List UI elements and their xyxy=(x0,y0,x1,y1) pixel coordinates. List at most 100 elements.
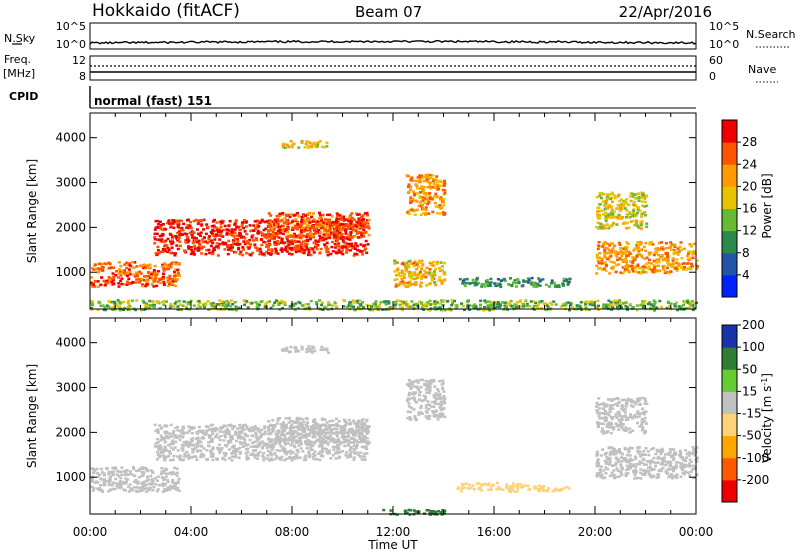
echo-cell xyxy=(378,306,382,310)
echo-cell xyxy=(292,232,296,236)
echo-cell xyxy=(177,489,181,493)
echo-cell xyxy=(132,486,136,489)
echo-cell xyxy=(329,457,333,460)
echo-cell xyxy=(161,482,165,485)
echo-cell xyxy=(605,246,609,250)
echo-cell xyxy=(519,483,523,486)
echo-cell xyxy=(204,302,208,305)
echo-cell xyxy=(90,276,94,279)
echo-cell xyxy=(197,220,201,223)
echo-cell xyxy=(172,482,176,485)
echo-cell xyxy=(173,435,177,439)
echo-cell xyxy=(195,237,198,240)
echo-cell xyxy=(671,263,675,267)
echo-cell xyxy=(294,425,298,428)
echo-cell xyxy=(365,447,369,451)
echo-cell xyxy=(335,244,339,248)
echo-cell xyxy=(414,391,417,394)
echo-cell xyxy=(279,445,283,448)
echo-cell xyxy=(415,184,419,188)
echo-cell xyxy=(103,284,107,287)
echo-cell xyxy=(553,489,556,492)
echo-cell xyxy=(349,303,353,306)
echo-cell xyxy=(169,451,172,455)
echo-cell xyxy=(189,427,193,431)
echo-cell xyxy=(205,223,209,226)
echo-cell xyxy=(627,203,631,207)
echo-cell xyxy=(126,263,130,266)
echo-cell xyxy=(438,306,442,309)
echo-cell xyxy=(308,431,312,435)
echo-cell xyxy=(204,240,208,243)
echo-cell xyxy=(265,243,269,247)
echo-cell xyxy=(153,232,157,236)
echo-cell xyxy=(439,408,443,412)
echo-cell xyxy=(238,440,242,444)
echo-cell xyxy=(603,205,607,208)
echo-cell xyxy=(243,218,246,222)
echo-cell xyxy=(174,262,178,266)
echo-cell xyxy=(365,437,369,440)
echo-cell xyxy=(284,457,288,461)
echo-cell xyxy=(260,220,264,223)
echo-cell xyxy=(410,396,414,400)
echo-cell xyxy=(357,219,361,223)
echo-cell xyxy=(364,445,368,448)
echo-cell xyxy=(430,277,434,281)
echo-cell xyxy=(330,245,334,249)
echo-cell xyxy=(131,261,135,264)
echo-cell xyxy=(629,303,633,306)
echo-cell xyxy=(182,458,185,461)
echo-cell xyxy=(365,303,369,307)
echo-cell xyxy=(467,483,471,487)
echo-cell xyxy=(284,417,288,420)
echo-cell xyxy=(288,252,291,255)
echo-cell xyxy=(159,227,163,231)
echo-cell xyxy=(173,235,177,239)
echo-cell xyxy=(257,232,261,235)
echo-cell xyxy=(415,267,419,271)
echo-cell xyxy=(310,145,314,149)
echo-cell xyxy=(603,246,607,250)
echo-cell xyxy=(363,248,367,252)
echo-cell xyxy=(349,233,352,236)
echo-cell xyxy=(655,448,659,452)
echo-cell xyxy=(106,479,110,483)
echo-cell xyxy=(288,234,292,237)
echo-cell xyxy=(473,283,477,287)
echo-cell xyxy=(118,305,122,308)
echo-cell xyxy=(312,251,316,254)
echo-cell xyxy=(161,228,165,231)
echo-cell xyxy=(439,406,443,410)
echo-cell xyxy=(299,229,303,233)
echo-cell xyxy=(631,266,635,270)
echo-cell xyxy=(442,407,446,410)
echo-cell xyxy=(159,434,163,437)
echo-cell xyxy=(540,486,544,490)
echo-cell xyxy=(122,470,126,473)
echo-cell xyxy=(156,428,160,431)
power-x-axis xyxy=(89,113,697,309)
echo-cell xyxy=(600,209,604,212)
echo-cell xyxy=(99,484,102,487)
echo-cell xyxy=(297,234,301,237)
echo-cell xyxy=(393,262,397,265)
echo-cell xyxy=(196,445,200,448)
echo-cell xyxy=(355,445,358,448)
echo-cell xyxy=(220,221,224,224)
echo-cell xyxy=(421,187,425,191)
echo-cell xyxy=(288,305,292,308)
echo-cell xyxy=(204,252,208,256)
echo-cell xyxy=(537,484,541,487)
echo-cell xyxy=(431,272,435,275)
echo-cell xyxy=(613,196,617,200)
echo-cell xyxy=(338,245,342,249)
echo-cell xyxy=(182,440,186,444)
echo-cell xyxy=(647,251,651,254)
echo-cell xyxy=(535,285,539,288)
station-title: Hokkaido (fitACF) xyxy=(92,1,240,21)
echo-cell xyxy=(567,301,571,304)
echo-cell xyxy=(541,278,545,281)
echo-cell xyxy=(327,451,331,455)
echo-cell xyxy=(604,219,608,223)
